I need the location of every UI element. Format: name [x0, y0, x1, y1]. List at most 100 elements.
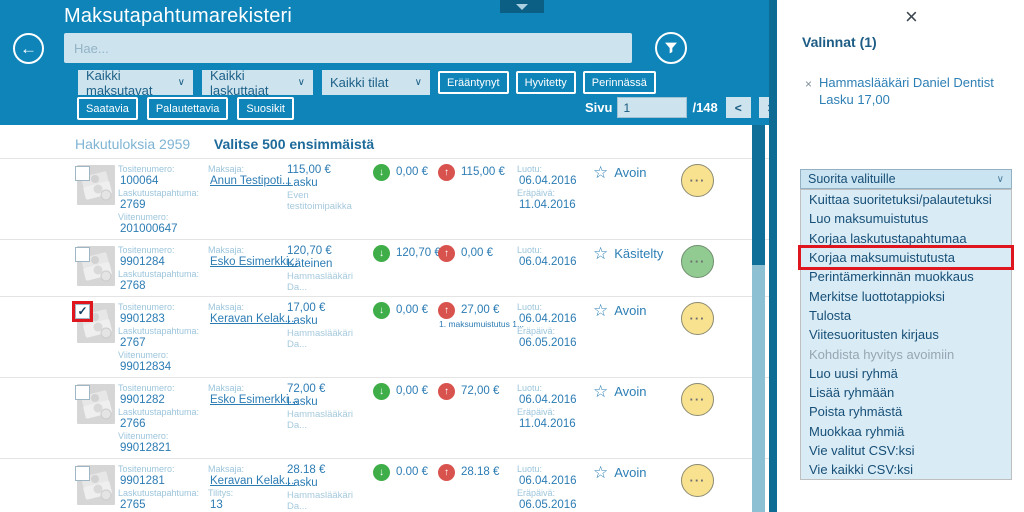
due-date-label: Eräpäivä:: [517, 407, 556, 417]
amount-cell: 120,70 € Käteinen Hammaslääkäri Da...: [285, 245, 373, 293]
row-checkbox[interactable]: ✓: [75, 304, 90, 319]
table-row: ✓ Tositenumero: 9901283 Laskutustapahtum…: [0, 297, 769, 378]
prev-page-button[interactable]: <: [725, 97, 751, 118]
menu-item-5[interactable]: Merkitse luottotappioksi: [809, 288, 945, 304]
payer-link[interactable]: Esko Esimerkki...: [210, 256, 299, 268]
row-checkbox[interactable]: [75, 385, 90, 400]
receipt-number-value: 9901284: [120, 256, 165, 268]
arrow-down-icon: ↓: [379, 248, 384, 259]
table-row: Tositenumero: 9901282 Laskutustapahtuma:…: [0, 378, 769, 459]
payer-label: Maksaja:: [208, 302, 245, 312]
open-badge-icon: ↑: [438, 245, 455, 262]
filter-dropdown-2[interactable]: Kaikki tilat ∨: [322, 70, 430, 95]
favorite-star-icon[interactable]: ☆: [593, 463, 609, 482]
menu-item-3[interactable]: Korjaa maksumuistutusta: [801, 247, 1011, 268]
favorite-star-icon[interactable]: ☆: [593, 163, 609, 182]
payer-link[interactable]: Anun Testipoti...: [210, 175, 292, 187]
appbar-handle-tab[interactable]: [500, 0, 544, 13]
filter-dropdown-label: Kaikki laskuttajat: [210, 67, 269, 98]
table-row: Tositenumero: 9901281 Laskutustapahtuma:…: [0, 459, 769, 512]
reference-number-group: Viitenumero: 99012821: [118, 431, 208, 455]
open-cell: ↑ 115,00 €: [438, 164, 517, 236]
due-date: 11.04.2016: [519, 199, 576, 211]
status-badge: Avoin: [614, 384, 647, 399]
open-badge-icon: ↑: [438, 464, 455, 481]
payment-method: Lasku: [287, 177, 318, 189]
payment-method: Lasku: [287, 315, 318, 327]
office-name: Hammaslääkäri Da...: [287, 328, 353, 350]
created-label: Luotu:: [517, 302, 543, 312]
status-filter-buttons: Erääntynyt Hyvitetty Perinnässä: [438, 71, 656, 94]
row-checkbox[interactable]: [75, 247, 90, 262]
arrow-down-icon: ↓: [379, 167, 384, 178]
filter-dropdown-1[interactable]: Kaikki laskuttajat ∨: [202, 67, 313, 98]
payer-link[interactable]: Esko Esimerkki...: [210, 394, 299, 406]
menu-item-2[interactable]: Korjaa laskutustapahtumaa: [809, 230, 967, 246]
selected-item-text[interactable]: Hammaslääkäri Daniel Dentist Lasku 17,00: [819, 75, 994, 107]
menu-item-12[interactable]: Muokkaa ryhmiä: [809, 423, 905, 439]
payer-label: Maksaja:: [208, 164, 245, 174]
status-badge: Avoin: [614, 465, 647, 480]
menu-item-7[interactable]: Viitesuoritusten kirjaus: [809, 327, 939, 343]
status-filter-button-1[interactable]: Hyvitetty: [515, 71, 576, 94]
row-actions-button[interactable]: ···: [681, 164, 714, 197]
menu-item-9[interactable]: Luo uusi ryhmä: [809, 365, 898, 381]
favorite-star-icon[interactable]: ☆: [593, 301, 609, 320]
select-first-500-link[interactable]: Valitse 500 ensimmäistä: [213, 136, 375, 152]
table-row: Tositenumero: 9901284 Laskutustapahtuma:…: [0, 240, 769, 297]
quick-filter-button-1[interactable]: Palautettavia: [146, 97, 229, 120]
menu-item-10[interactable]: Lisää ryhmään: [809, 385, 895, 401]
scrollbar-thumb[interactable]: [752, 125, 765, 265]
filter-button[interactable]: [655, 32, 687, 64]
status-filter-button-2[interactable]: Perinnässä: [582, 71, 656, 94]
reference-number-group: Viitenumero: 201000647: [118, 212, 208, 236]
favorite-star-icon[interactable]: ☆: [593, 244, 609, 263]
row-select-cell: [60, 383, 118, 455]
row-select-cell: [60, 164, 118, 236]
payer-link[interactable]: Keravan Kelak...: [210, 313, 295, 325]
row-actions-button[interactable]: ···: [681, 383, 714, 416]
reminder-note: 1. maksumuistutus 1...: [439, 319, 525, 329]
due-date-group: Eräpäivä: 11.04.2016: [517, 407, 593, 431]
open-badge-icon: ↑: [438, 383, 455, 400]
status-filter-button-0[interactable]: Erääntynyt: [438, 71, 509, 94]
document-numbers-cell: Tositenumero: 9901283 Laskutustapahtuma:…: [118, 302, 208, 374]
created-label: Luotu:: [517, 164, 543, 174]
close-panel-button[interactable]: ×: [905, 6, 918, 28]
arrow-down-icon: ↓: [379, 386, 384, 397]
menu-item-13[interactable]: Vie valitut CSV:ksi: [809, 443, 915, 458]
receipt-number-label: Tositenumero:: [118, 383, 175, 393]
row-checkbox[interactable]: [75, 166, 90, 181]
page-number-input[interactable]: [617, 97, 688, 118]
due-date-label: Eräpäivä:: [517, 188, 556, 198]
vertical-scrollbar[interactable]: [752, 125, 765, 512]
quick-filter-button-0[interactable]: Saatavia: [77, 97, 138, 120]
remove-selection-icon[interactable]: ×: [805, 77, 813, 91]
row-actions-button[interactable]: ···: [681, 302, 714, 335]
status-badge: Avoin: [614, 165, 647, 180]
row-checkbox[interactable]: [75, 466, 90, 481]
menu-item-1[interactable]: Luo maksumuistutus: [809, 211, 929, 227]
actions-dropdown[interactable]: Suorita valituille ∨: [800, 169, 1012, 189]
due-date-label: Eräpäivä:: [517, 326, 556, 336]
filter-dropdown-0[interactable]: Kaikki maksutavat ∨: [78, 68, 193, 98]
back-button[interactable]: ←: [13, 33, 44, 64]
row-actions-button[interactable]: ···: [681, 245, 714, 278]
amount-cell: 115,00 € Lasku Even testitoimipaikka: [285, 164, 373, 236]
due-date-group: Eräpäivä: 06.05.2016: [517, 326, 593, 350]
quick-filter-button-2[interactable]: Suosikit: [237, 97, 294, 120]
quick-filter-buttons: Saatavia Palautettavia Suosikit: [77, 97, 294, 120]
menu-item-14[interactable]: Vie kaikki CSV:ksi: [809, 462, 914, 478]
menu-item-11[interactable]: Poista ryhmästä: [809, 404, 903, 420]
row-actions-button[interactable]: ···: [681, 464, 714, 497]
search-input[interactable]: [64, 33, 632, 63]
menu-item-6[interactable]: Tulosta: [809, 307, 852, 323]
created-label: Luotu:: [517, 383, 543, 393]
menu-item-0[interactable]: Kuittaa suoritetuksi/palautetuksi: [809, 192, 992, 208]
payer-link[interactable]: Keravan Kelak...: [210, 475, 295, 487]
row-select-cell: ✓: [60, 302, 118, 374]
status-cell: ☆ Käsitelty: [593, 245, 681, 293]
favorite-star-icon[interactable]: ☆: [593, 382, 609, 401]
menu-item-4[interactable]: Perintämerkinnän muokkaus: [809, 269, 974, 285]
billing-event-label: Laskutustapahtuma:: [118, 188, 200, 198]
